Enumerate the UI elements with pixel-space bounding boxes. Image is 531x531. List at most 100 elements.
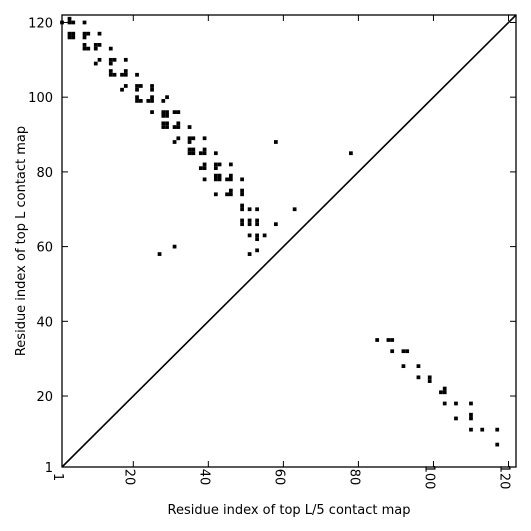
contact-point-top-l (202, 162, 207, 167)
contact-point-top-l (150, 99, 154, 103)
contact-point-top-l (255, 218, 259, 223)
y-tick-label: 20 (36, 390, 53, 405)
contact-point-top-l (225, 192, 229, 197)
contact-point-top-l5 (427, 379, 432, 383)
contact-point-top-l (135, 99, 139, 103)
contact-point-top-l (176, 110, 181, 114)
contact-point-top-l (273, 222, 278, 227)
y-tick-label: 80 (36, 166, 53, 181)
contact-point-top-l (120, 72, 124, 77)
contact-point-top-l (172, 125, 177, 129)
contact-point-top-l (349, 151, 353, 156)
contact-point-top-l (292, 207, 297, 212)
contact-point-top-l (255, 207, 259, 212)
contact-point-top-l (240, 222, 244, 227)
contact-point-top-l (82, 46, 87, 51)
contact-point-top-l5 (495, 442, 500, 447)
contact-point-top-l (150, 87, 154, 92)
contact-point-top-l (108, 72, 113, 77)
contact-point-top-l (217, 162, 222, 167)
contact-point-top-l5 (454, 416, 458, 421)
contact-point-top-l (67, 16, 72, 21)
contact-point-top-l5 (401, 349, 406, 354)
contact-point-top-l5 (427, 375, 432, 380)
contact-point-top-l (157, 252, 162, 256)
contact-point-top-l (71, 31, 76, 36)
contact-point-top-l (255, 237, 259, 242)
contact-point-top-l (191, 151, 196, 156)
contact-point-top-l (150, 110, 154, 114)
contact-point-top-l (123, 72, 128, 77)
contact-point-top-l (71, 35, 76, 40)
contact-point-top-l (228, 192, 233, 197)
contact-point-top-l (82, 20, 87, 25)
contact-point-top-l5 (442, 386, 447, 391)
contact-point-top-l (172, 110, 177, 114)
contact-point-top-l (240, 188, 244, 193)
contact-point-top-l (247, 252, 252, 256)
contact-point-top-l (97, 31, 102, 36)
contact-point-top-l (97, 43, 102, 47)
contact-point-top-l (161, 110, 166, 114)
x-tick-label: 120 (496, 465, 511, 490)
contact-point-top-l (82, 43, 87, 47)
contact-point-top-l (108, 61, 113, 66)
contact-point-top-l (93, 61, 98, 66)
contact-point-top-l5 (442, 401, 447, 406)
contact-point-top-l (71, 20, 76, 25)
contact-point-top-l (255, 233, 259, 238)
contact-point-top-l (202, 177, 207, 182)
contact-point-top-l (228, 188, 233, 193)
contact-point-top-l (228, 162, 233, 167)
contact-point-top-l5 (442, 390, 447, 395)
contact-point-top-l (150, 84, 154, 88)
contact-point-top-l (108, 46, 113, 51)
contact-point-top-l5 (469, 416, 473, 421)
contact-point-top-l (172, 140, 177, 144)
contact-point-top-l (150, 95, 154, 100)
contact-point-top-l (82, 35, 87, 40)
x-tick-label: 1 (50, 473, 65, 481)
contact-point-top-l (165, 113, 169, 118)
x-tick-label: 100 (421, 465, 436, 490)
contact-point-top-l5 (469, 412, 473, 417)
contact-point-top-l5 (375, 338, 380, 342)
contact-point-top-l (240, 177, 244, 182)
contact-point-top-l (93, 43, 98, 47)
contact-point-top-l5 (469, 427, 473, 432)
y-axis-label: Residue index of top L contact map (14, 126, 29, 356)
contact-point-top-l (161, 99, 166, 103)
contact-point-top-l (228, 173, 233, 178)
contact-point-top-l (67, 35, 72, 40)
contact-point-top-l (273, 140, 278, 144)
y-tick-label: 60 (36, 241, 53, 256)
contact-point-top-l5 (454, 401, 458, 406)
contact-point-top-l (187, 140, 192, 144)
diagonal-line (61, 14, 517, 468)
contact-point-top-l (138, 99, 143, 103)
contact-point-top-l (225, 177, 229, 182)
contact-point-top-l (86, 31, 91, 36)
y-tick-label: 100 (28, 91, 53, 106)
contact-point-top-l (146, 99, 151, 103)
contact-point-top-l (247, 233, 252, 238)
contact-point-top-l (187, 151, 192, 156)
contact-point-top-l (67, 31, 72, 36)
x-tick-label: 40 (196, 469, 211, 486)
contact-point-top-l (135, 84, 139, 88)
contact-point-top-l5 (390, 349, 395, 354)
contact-point-top-l (176, 136, 181, 141)
plot-frame (61, 14, 517, 468)
y-tick-label: 120 (28, 16, 53, 31)
contact-point-top-l (123, 84, 128, 88)
x-axis-label: Residue index of top L/5 contact map (168, 503, 411, 518)
contact-point-top-l (191, 136, 196, 141)
contact-point-top-l (161, 113, 166, 118)
x-axis-ticks: 1 20 40 60 80 100 120 (50, 15, 511, 489)
contact-point-top-l (161, 125, 166, 129)
contact-point-top-l (97, 57, 102, 62)
contact-point-top-l (217, 177, 222, 182)
contact-point-top-l (202, 151, 207, 156)
contact-point-top-l5 (390, 338, 395, 342)
